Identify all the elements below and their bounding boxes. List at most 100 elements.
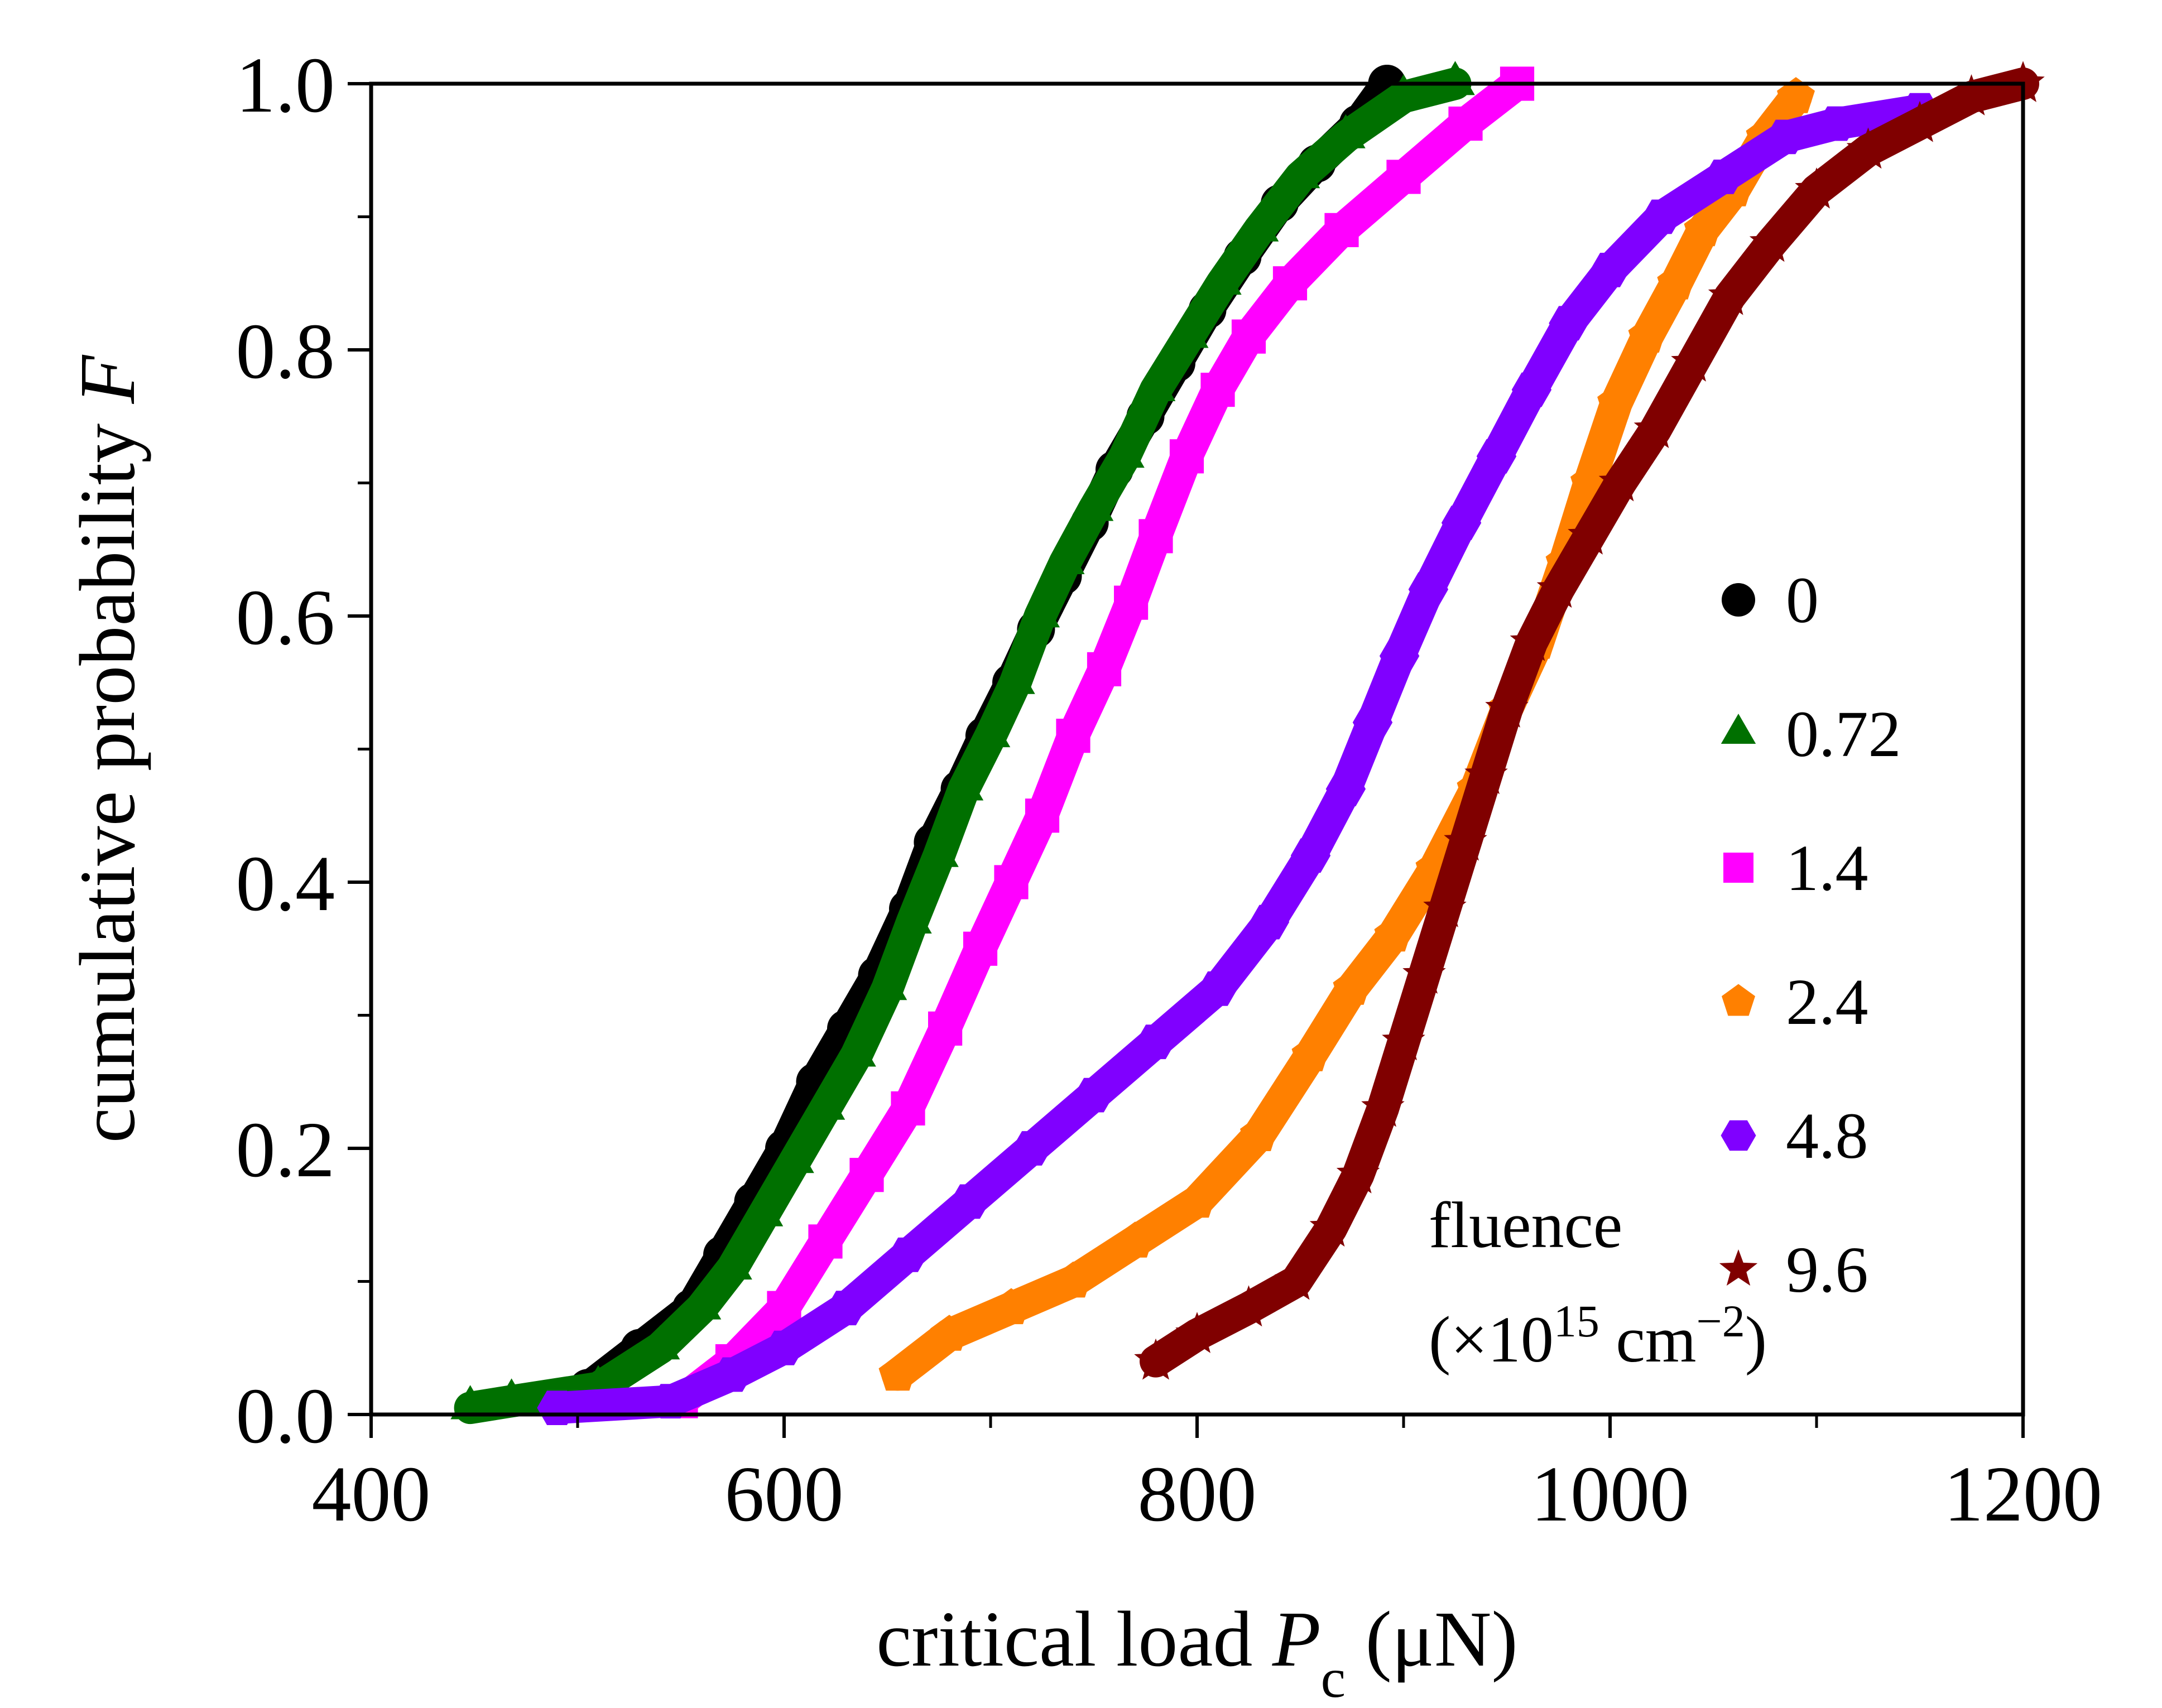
data-point (1765, 119, 1806, 155)
data-point (1846, 127, 1890, 169)
data-point (1777, 77, 1815, 113)
legend: 0 0.72 1.4 2.4 4.8 9.6 (1719, 564, 1901, 1306)
x-tick-label: 1200 (1944, 1450, 2102, 1538)
data-point (1476, 439, 1517, 474)
data-point (1291, 1035, 1330, 1071)
data-point (1568, 513, 1611, 555)
data-point (1136, 1024, 1176, 1060)
legend-item: 4.8 (1721, 1099, 1868, 1172)
data-point (767, 1291, 801, 1325)
data-point (826, 1291, 866, 1326)
data-point (1795, 167, 1838, 209)
data-point (971, 713, 1011, 748)
legend-label: 4.8 (1786, 1099, 1868, 1172)
data-point (1684, 210, 1722, 247)
legend-label: 0 (1786, 564, 1819, 637)
x-tick-label: 600 (725, 1450, 844, 1538)
data-point (1054, 1261, 1092, 1298)
data-point (1198, 971, 1238, 1006)
y-tick-label: 0.6 (236, 573, 335, 661)
legend-item: 9.6 (1719, 1233, 1868, 1306)
data-point (713, 1245, 752, 1280)
data-point (996, 660, 1035, 694)
y-tick-label: 0.4 (236, 839, 335, 927)
data-point (775, 1139, 814, 1173)
data-point (994, 865, 1029, 899)
data-point (1240, 1115, 1278, 1151)
data-point (1045, 540, 1085, 574)
data-point (1074, 487, 1114, 521)
data-point (1087, 652, 1122, 686)
data-point (1169, 314, 1209, 348)
data-point (1898, 100, 1942, 142)
data-point (1374, 915, 1412, 952)
series-4-8 (537, 93, 1940, 1425)
data-point (1333, 969, 1371, 1005)
data-point (1379, 638, 1420, 673)
data-point (1386, 160, 1421, 194)
data-point (1138, 519, 1173, 554)
x-axis-ticks: 400 600 800 1000 1200 (312, 1414, 2102, 1538)
data-point (992, 1288, 1030, 1325)
data-point (743, 1192, 784, 1226)
x-tick-label: 800 (1138, 1450, 1257, 1538)
legend-label: 0.72 (1786, 697, 1901, 771)
data-point (1448, 106, 1483, 141)
data-point (1633, 407, 1678, 449)
data-point (1136, 367, 1176, 401)
data-point (1641, 199, 1682, 234)
legend-label: 1.4 (1786, 831, 1868, 904)
legend-label: 9.6 (1786, 1233, 1868, 1306)
data-point (1227, 1285, 1271, 1327)
data-point (1549, 306, 1589, 341)
legend-marker (1722, 984, 1755, 1016)
series-9-6 (1134, 61, 2045, 1380)
data-point (1361, 1085, 1405, 1127)
legend-marker (1723, 853, 1753, 883)
y-axis-ticks: 0.0 0.2 0.4 0.6 0.8 1.0 (236, 41, 371, 1460)
data-point (919, 833, 959, 867)
y-tick-label: 0.8 (236, 307, 335, 395)
data-point (1382, 1019, 1425, 1061)
data-point (1290, 838, 1331, 873)
data-point (1464, 753, 1508, 795)
x-tick-label: 400 (312, 1450, 431, 1538)
data-point (1056, 719, 1090, 753)
series-1-4 (664, 66, 1535, 1418)
series-trace (454, 68, 1472, 1425)
legend-marker (1721, 1120, 1756, 1151)
data-point (1441, 506, 1482, 540)
legend-item: 2.4 (1722, 965, 1868, 1038)
legend-item: 0.72 (1721, 697, 1901, 771)
data-point (878, 1354, 917, 1391)
data-point (805, 1085, 845, 1120)
data-point (808, 1224, 843, 1259)
data-point (1324, 213, 1359, 247)
data-point (1703, 160, 1744, 194)
legend-marker (1719, 1249, 1758, 1286)
data-point (681, 1285, 722, 1320)
data-point (892, 899, 932, 934)
data-point (1280, 154, 1320, 189)
data-point (1231, 319, 1266, 354)
data-point (1202, 260, 1242, 295)
legend-title-units: (×1015 cm−2) (1429, 1296, 1767, 1377)
data-point (1249, 904, 1290, 940)
data-point (1817, 106, 1857, 141)
x-tick-label: 1000 (1531, 1450, 1689, 1538)
data-point (1074, 1077, 1114, 1113)
data-point (450, 1385, 490, 1420)
legend-item: 0 (1722, 564, 1819, 637)
data-point (1510, 619, 1554, 661)
data-point (1628, 316, 1666, 353)
legend-label: 2.4 (1786, 965, 1868, 1038)
data-point (1423, 886, 1467, 927)
data-point (1598, 460, 1642, 502)
data-point (1383, 74, 1424, 109)
data-point (1325, 772, 1366, 806)
data-point (1134, 1338, 1178, 1380)
y-tick-label: 0.0 (236, 1372, 335, 1460)
legend-title-fluence: fluence (1429, 1189, 1622, 1262)
data-point (1536, 566, 1580, 608)
